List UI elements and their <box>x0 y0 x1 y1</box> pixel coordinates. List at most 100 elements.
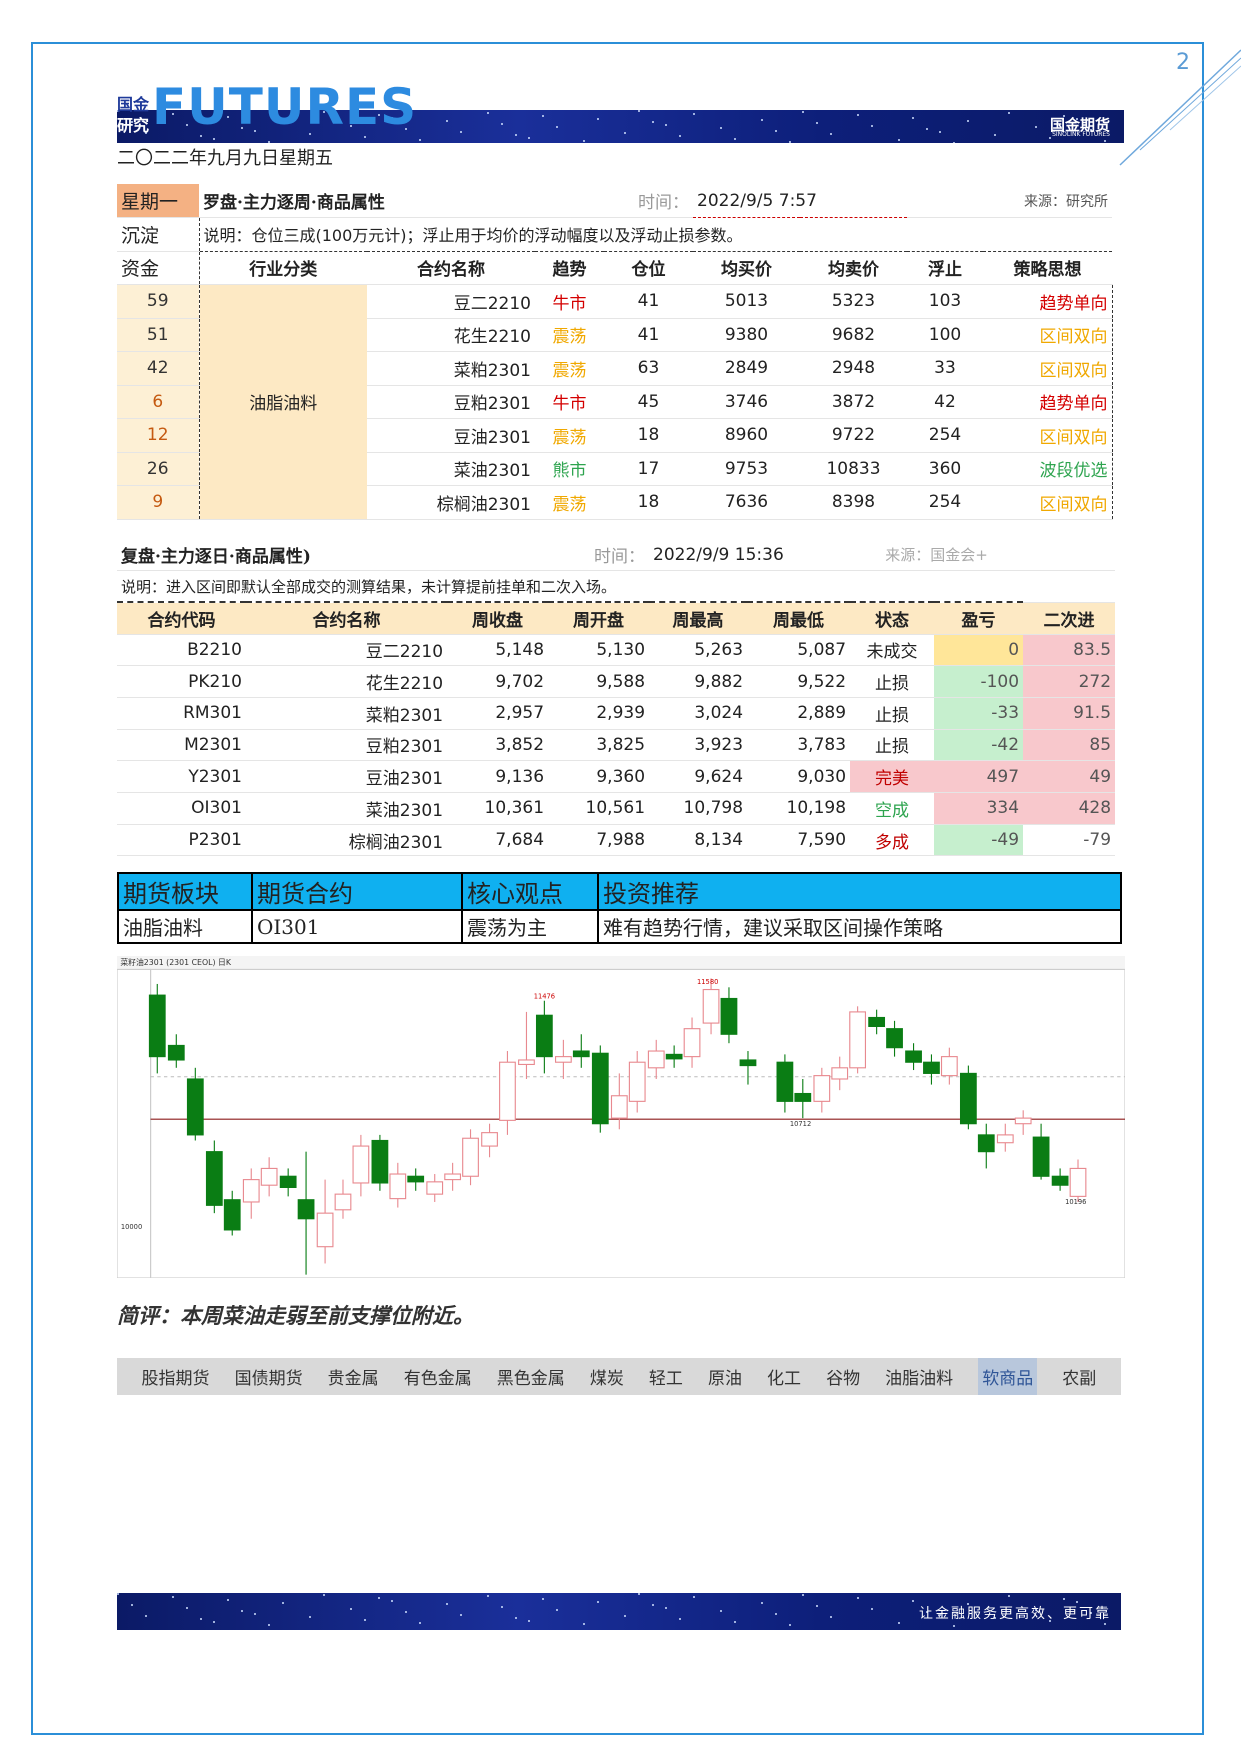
candlestick-chart: 菜籽油2301 (2301 CEOL) 日K 11476 11580 10712 10… <box>117 956 1125 1278</box>
column-header: 周收盘 <box>447 602 549 635</box>
close: 9,136 <box>447 760 549 793</box>
star <box>378 1597 380 1599</box>
star <box>487 1595 489 1597</box>
nav-item[interactable]: 农副 <box>1062 1369 1097 1389</box>
candle-body <box>940 1056 958 1077</box>
name: 豆粕2301 <box>367 385 535 419</box>
high: 8,134 <box>649 824 748 857</box>
name: 豆二2210 <box>367 284 535 319</box>
nav-item[interactable]: 国债期货 <box>234 1369 303 1389</box>
code: M2301 <box>117 729 246 762</box>
star <box>967 120 969 122</box>
name: 棕榈油2301 <box>246 824 448 857</box>
pnl: -49 <box>934 824 1024 857</box>
spacer <box>535 184 604 218</box>
candle-body <box>554 1056 572 1063</box>
nav-item[interactable]: 煤炭 <box>589 1369 624 1389</box>
company-name: 国金期货 <box>1049 116 1110 134</box>
star <box>172 113 174 115</box>
star <box>624 1615 626 1617</box>
strategy: 趋势单向 <box>983 284 1113 319</box>
sector: 油脂油料 <box>198 284 367 520</box>
star <box>939 131 941 133</box>
name: 花生2210 <box>367 318 535 352</box>
open: 7,988 <box>548 824 650 857</box>
candle-body <box>683 1028 701 1058</box>
star <box>419 1622 421 1624</box>
trend: 震荡 <box>535 485 604 520</box>
nav-item[interactable]: 软商品 <box>978 1358 1038 1395</box>
header-row: 资金 行业分类 合约名称 趋势 仓位 均买价 均卖价 浮止 策略思想 <box>117 251 1112 285</box>
time-label: 时间： <box>604 184 693 218</box>
title-row: 复盘·主力逐日·商品属性) 时间： 2022/9/9 15:36 来源：国金会+ <box>117 539 1116 572</box>
daily-table: 复盘·主力逐日·商品属性) 时间： 2022/9/9 15:36 来源：国金会+ 说明：… <box>117 539 1116 857</box>
star <box>789 1624 791 1626</box>
time: 2022/9/9 15:36 <box>649 539 851 572</box>
close: 7,684 <box>447 824 549 857</box>
data-row: PK210 花生2210 9,702 9,588 9,882 9,522 止损 -100 272 <box>117 665 1116 698</box>
candle-body <box>665 1053 683 1060</box>
strategy: 区间双向 <box>983 318 1113 352</box>
nav-item[interactable]: 油脂油料 <box>885 1369 954 1389</box>
star <box>898 139 900 141</box>
second-entry: 91.5 <box>1023 697 1116 730</box>
star <box>350 125 352 127</box>
star <box>131 121 133 123</box>
pnl: 334 <box>934 792 1024 825</box>
trend: 震荡 <box>535 318 604 352</box>
nav-item[interactable]: 化工 <box>767 1369 802 1389</box>
source: 来源：研究所 <box>907 184 1112 218</box>
nav-item[interactable]: 原油 <box>707 1369 742 1389</box>
column-header: 仓位 <box>604 251 693 285</box>
close: 9,702 <box>447 665 549 698</box>
position: 45 <box>604 385 693 419</box>
star <box>802 111 804 113</box>
column-header: 合约代码 <box>117 602 246 635</box>
star <box>172 1596 174 1598</box>
candle-body <box>205 1151 223 1206</box>
spacer <box>1023 539 1116 572</box>
pnl: 497 <box>934 760 1024 793</box>
nav-item[interactable]: 谷物 <box>826 1369 861 1389</box>
star <box>1049 137 1051 139</box>
report-date: 二〇二二年九月九日星期五 <box>117 148 333 169</box>
star <box>309 133 311 135</box>
nav-item[interactable]: 贵金属 <box>327 1369 379 1389</box>
star <box>446 1603 448 1605</box>
data-row: 42 菜粕2301 震荡 63 2849 2948 33 区间双向 <box>117 351 1113 386</box>
status: 空成 <box>850 792 935 825</box>
nav-bar: 股指期货 国债期货 贵金属 有色金属 黑色金属 煤炭 轻工 原油 化工 谷物 油脂油料 软商品 农副 <box>117 1358 1121 1395</box>
nav-item[interactable]: 股指期货 <box>141 1369 210 1389</box>
note: 说明：进入区间即默认全部成交的测算结果，未计算提前挂单和二次入场。 <box>117 570 1024 604</box>
star <box>405 1611 407 1613</box>
candle-body <box>776 1061 794 1102</box>
star <box>227 1599 229 1601</box>
nav-item[interactable]: 有色金属 <box>403 1369 472 1389</box>
candle-body <box>905 1050 922 1063</box>
nav-item[interactable]: 轻工 <box>648 1369 683 1389</box>
candle-body <box>831 1067 849 1080</box>
data-row: 26 菜油2301 熊市 17 9753 10833 360 波段优选 <box>117 452 1113 486</box>
star <box>912 1600 914 1602</box>
star <box>1063 1598 1065 1600</box>
candle-body <box>959 1072 977 1125</box>
star <box>720 1610 722 1612</box>
star <box>528 1620 530 1622</box>
position: 41 <box>604 318 693 352</box>
column-header: 合约名称 <box>246 602 448 635</box>
star <box>460 131 462 133</box>
column-header: 合约名称 <box>367 251 535 285</box>
chart-side-panel <box>117 968 152 1278</box>
star <box>391 1600 393 1602</box>
star <box>665 124 667 126</box>
data-row: 12 豆油2301 震荡 18 8960 9722 254 区间双向 <box>117 418 1113 453</box>
column-header: 趋势 <box>535 251 604 285</box>
star <box>364 136 366 138</box>
open: 9,588 <box>548 665 650 698</box>
close: 5,148 <box>447 634 549 667</box>
sell: 10833 <box>800 452 907 486</box>
star <box>597 1601 599 1603</box>
star <box>830 133 832 135</box>
star <box>117 1593 119 1595</box>
nav-item[interactable]: 黑色金属 <box>496 1369 565 1389</box>
